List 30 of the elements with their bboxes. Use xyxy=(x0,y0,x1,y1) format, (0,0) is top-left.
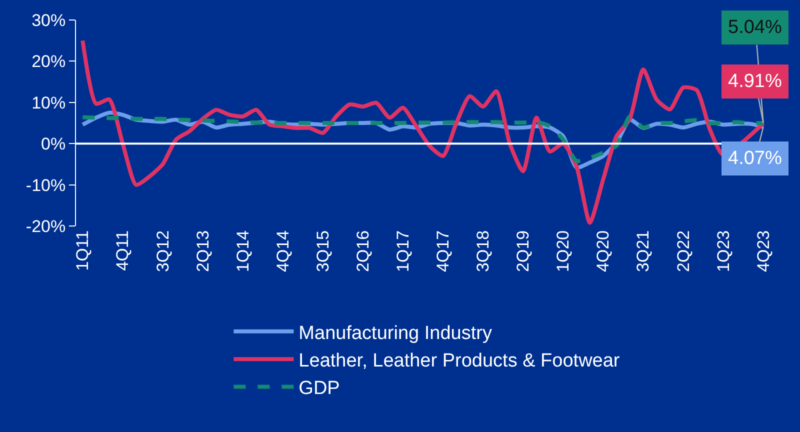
y-tick-label: 0% xyxy=(41,134,66,154)
x-tick-label: 1Q20 xyxy=(554,230,573,272)
x-tick-label: 3Q18 xyxy=(474,230,493,272)
legend-label: GDP xyxy=(298,378,340,400)
x-tick-label: 2Q19 xyxy=(514,230,533,272)
x-tick-label: 1Q17 xyxy=(394,230,413,272)
x-tick-label: 2Q22 xyxy=(674,230,693,272)
x-tick-label: 4Q14 xyxy=(273,230,292,272)
x-tick-label: 4Q20 xyxy=(594,230,613,272)
legend-label: Leather, Leather Products & Footwear xyxy=(298,350,620,372)
x-tick-label: 4Q23 xyxy=(754,230,773,272)
x-tick-label: 4Q17 xyxy=(434,230,453,272)
legend-label: Manufacturing Industry xyxy=(298,322,492,344)
y-tick-label: 10% xyxy=(32,93,66,112)
y-tick-label: 30% xyxy=(32,10,66,30)
x-tick-label: 1Q14 xyxy=(233,230,252,272)
y-tick-label: -10% xyxy=(26,176,66,195)
annotation: 4.91% xyxy=(728,71,782,92)
x-tick-label: 3Q12 xyxy=(153,230,172,272)
annotation: 4.07% xyxy=(728,148,782,169)
y-tick-label: 20% xyxy=(32,52,66,72)
annotation: 5.04% xyxy=(728,17,782,38)
y-tick-label: -20% xyxy=(26,216,66,236)
x-tick-label: 2Q16 xyxy=(353,230,372,272)
x-tick-label: 2Q13 xyxy=(193,230,212,272)
x-tick-label: 1Q23 xyxy=(714,230,733,272)
x-tick-label: 1Q11 xyxy=(73,230,92,271)
x-tick-label: 3Q21 xyxy=(634,230,653,272)
x-tick-label: 3Q15 xyxy=(313,230,332,272)
x-tick-label: 4Q11 xyxy=(113,230,132,271)
